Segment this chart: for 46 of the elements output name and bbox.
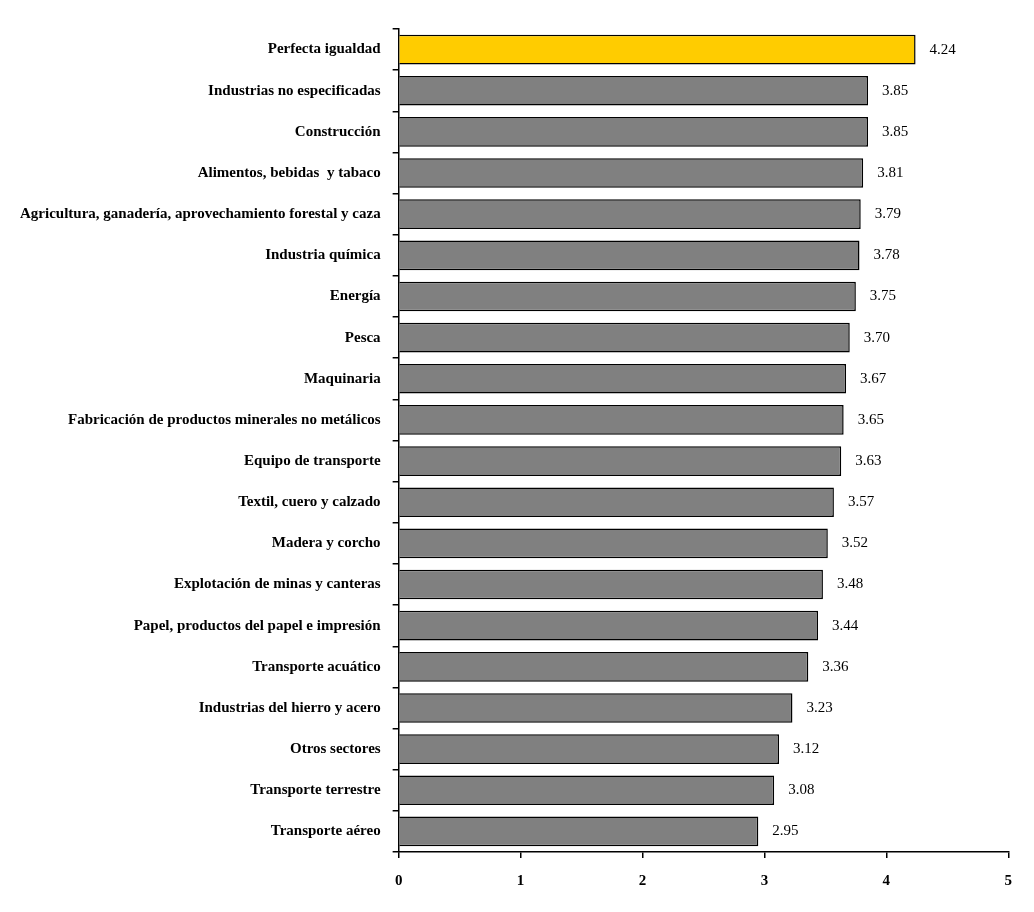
data-label: 3.79: [874, 205, 901, 222]
y-tick-label: Industrias no especificadas: [208, 81, 381, 98]
data-label: 3.67: [860, 369, 887, 386]
data-label: 3.23: [806, 698, 833, 715]
y-tick-label: Explotación de minas y canteras: [173, 575, 381, 592]
y-tick-label: Pesca: [344, 328, 382, 345]
data-label: 3.81: [877, 163, 904, 180]
x-tick-label: 3: [760, 871, 769, 888]
data-label: 3.57: [847, 493, 875, 510]
y-tick-label: Energía: [329, 287, 382, 304]
x-tick-label: 2: [638, 871, 647, 888]
data-label: 3.44: [832, 616, 859, 633]
y-tick-label: Fabricación de productos minerales no metálicos: [68, 410, 381, 427]
y-tick-label: Madera y corcho: [271, 534, 381, 551]
y-tick-label: Alimentos, bebidas y tabaco: [197, 163, 381, 180]
data-label: 3.85: [882, 81, 909, 98]
data-label: 3.52: [841, 534, 869, 551]
y-tick-label: Otros sectores: [289, 740, 381, 756]
y-tick-label: Equipo de transporte: [243, 451, 381, 468]
data-label: 3.65: [857, 410, 884, 427]
data-label: 2.95: [772, 822, 799, 839]
y-tick-label: Maquinaria: [303, 369, 382, 386]
y-tick-label: Transporte terrestre: [250, 781, 381, 798]
x-tick-label: 4: [882, 871, 891, 888]
data-label: 3.12: [793, 740, 820, 757]
data-label: 3.36: [822, 657, 850, 674]
y-tick-label: Textil, cuero y calzado: [238, 493, 381, 510]
data-label: 3.48: [836, 575, 864, 592]
data-label: 3.78: [873, 246, 900, 263]
y-tick-label: Construcción: [294, 122, 382, 139]
data-label: 3.63: [855, 452, 882, 469]
data-label: 3.08: [788, 781, 815, 798]
y-tick-label: Transporte aéreo: [270, 822, 381, 839]
data-label: 3.75: [869, 287, 897, 304]
x-tick-label: 5: [1004, 871, 1012, 888]
data-label: 4.24: [929, 40, 957, 57]
data-label: 3.70: [863, 328, 890, 345]
y-tick-label: Papel, productos del papel e impresión: [133, 616, 382, 633]
y-tick-label: Agricultura, ganadería, aprovechamiento forestal y caza: [20, 205, 382, 222]
x-tick-label: 1: [516, 871, 525, 888]
x-tick-label: 0: [394, 871, 403, 888]
y-tick-label: Industria química: [265, 246, 382, 263]
y-tick-label: Transporte acuático: [252, 657, 381, 674]
data-label: 3.85: [882, 122, 909, 139]
y-tick-label: Industrias del hierro y acero: [198, 698, 381, 715]
y-tick-label: Perfecta igualdad: [267, 40, 382, 57]
